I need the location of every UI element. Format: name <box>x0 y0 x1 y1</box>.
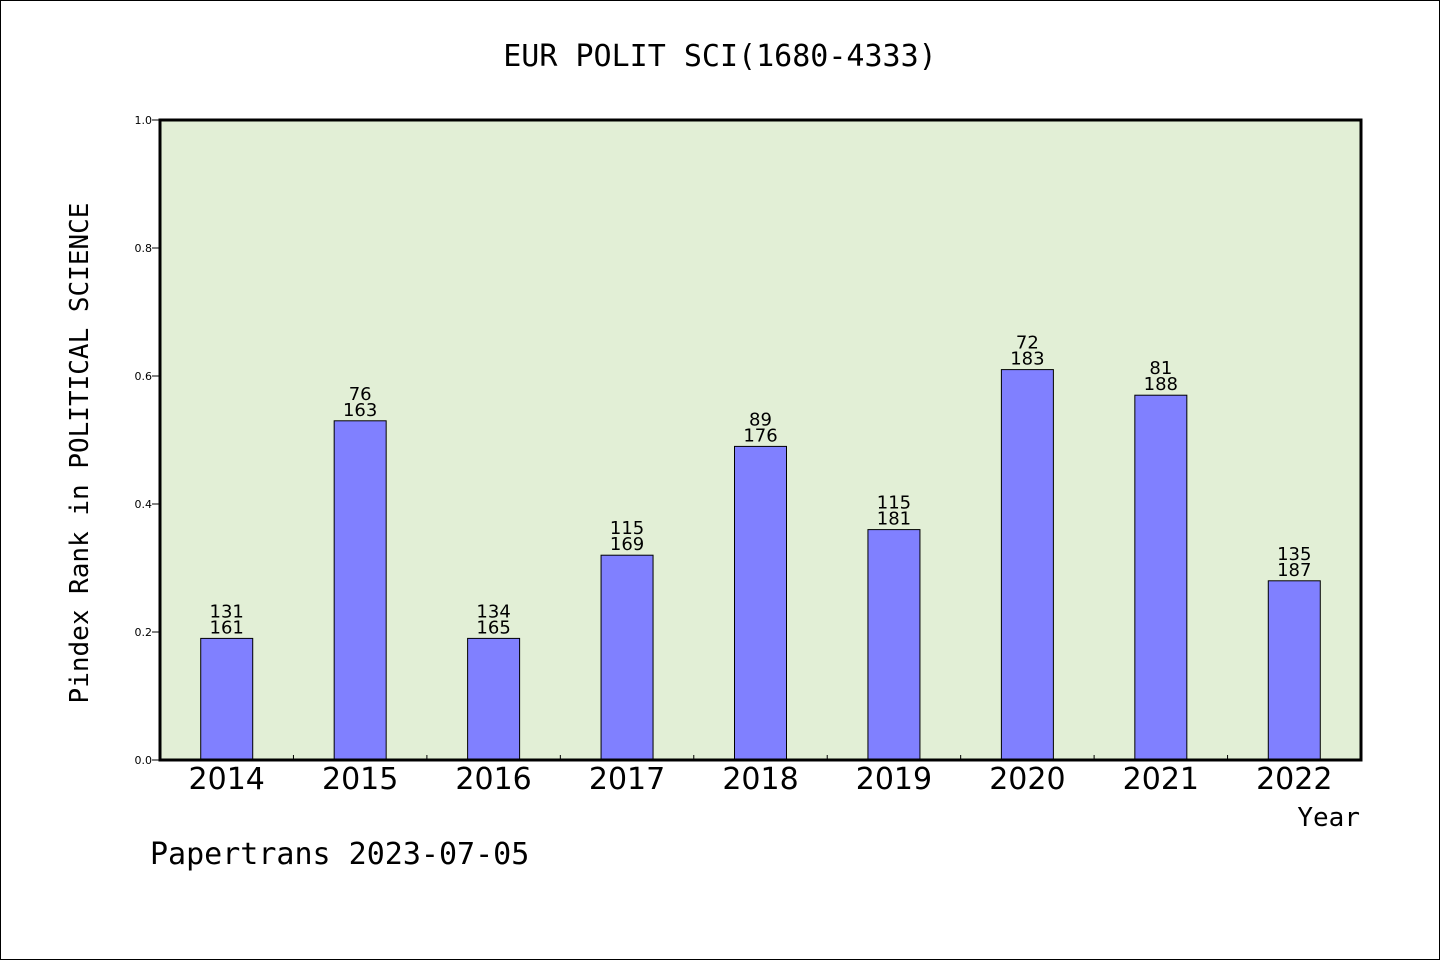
data-label-bottom-2018: 176 <box>743 425 777 446</box>
y-tick-label-0.8: 0.8 <box>135 242 153 255</box>
chart-title: EUR POLIT SCI(1680-4333) <box>503 39 936 74</box>
data-label-bottom-2015: 163 <box>343 400 377 421</box>
y-axis: 0.0 0.2 0.4 0.6 0.8 1.0 <box>135 114 160 767</box>
data-label-bottom-2021: 188 <box>1144 374 1178 395</box>
y-tick-label-0.0: 0.0 <box>135 754 153 767</box>
y-tick-label-0.2: 0.2 <box>135 626 153 639</box>
data-label-top-2019: 115 <box>877 493 911 514</box>
plot-border <box>158 118 1363 762</box>
data-label-bottom-2017: 169 <box>610 534 644 555</box>
data-label-top-2014: 131 <box>210 601 244 622</box>
data-label-top-2016: 134 <box>476 601 510 622</box>
data-label-bottom-2022: 187 <box>1277 560 1311 581</box>
bar-2021 <box>1134 394 1188 761</box>
x-tick-label-2017: 2017 <box>589 762 665 797</box>
x-tick-label-2016: 2016 <box>455 762 531 797</box>
data-label-top-2015: 76 <box>349 384 372 405</box>
bar-2016 <box>467 637 521 761</box>
y-tick-label-0.4: 0.4 <box>135 498 153 511</box>
y-axis-label: Pindex Rank in POLITICAL SCIENCE <box>65 203 95 704</box>
y-tick-label-1.0: 1.0 <box>135 114 153 127</box>
bar-2015 <box>333 420 387 761</box>
data-label-bottom-2019: 181 <box>877 509 911 530</box>
y-tick-label-0.6: 0.6 <box>135 370 153 383</box>
x-tick-label-2020: 2020 <box>989 762 1065 797</box>
bar-2019 <box>867 529 921 761</box>
data-label-top-2021: 81 <box>1149 358 1172 379</box>
x-axis-label: Year <box>1297 803 1360 833</box>
x-tick-label-2018: 2018 <box>722 762 798 797</box>
data-label-bottom-2014: 161 <box>210 617 244 638</box>
data-label-top-2017: 115 <box>610 518 644 539</box>
bar-2017 <box>600 554 654 761</box>
bar-2022 <box>1267 580 1321 761</box>
bar-2018 <box>734 445 787 761</box>
bar-2014 <box>200 637 254 761</box>
data-label-bottom-2016: 165 <box>476 617 510 638</box>
footer-credit: Papertrans 2023-07-05 <box>150 837 529 872</box>
x-tick-label-2014: 2014 <box>189 762 265 797</box>
bars-group <box>200 369 1321 761</box>
data-label-top-2020: 72 <box>1016 333 1039 354</box>
x-tick-label-2015: 2015 <box>322 762 398 797</box>
bar-2020 <box>1000 369 1054 761</box>
x-axis: 2014 2015 2016 2017 2018 2019 2020 2021 2022 <box>189 755 1332 797</box>
data-label-top-2018: 89 <box>749 409 772 430</box>
data-label-top-2022: 135 <box>1277 544 1311 565</box>
data-label-bottom-2020: 183 <box>1010 349 1044 370</box>
x-tick-label-2019: 2019 <box>856 762 932 797</box>
x-tick-label-2022: 2022 <box>1256 762 1332 797</box>
x-tick-label-2021: 2021 <box>1123 762 1199 797</box>
